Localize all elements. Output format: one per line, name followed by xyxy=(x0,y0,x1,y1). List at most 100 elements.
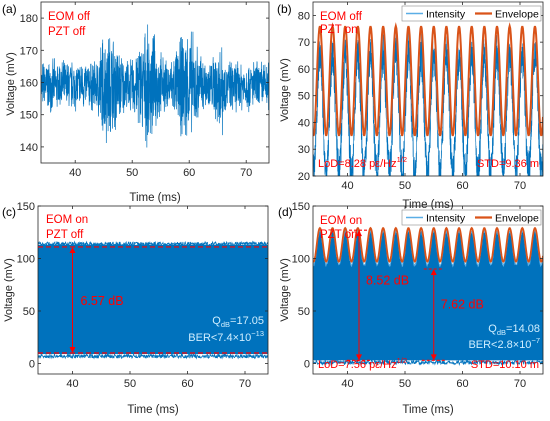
y-tick-label-d: 100 xyxy=(292,254,310,266)
annotation-eom-b: EOM off xyxy=(320,11,363,23)
y-tick-label-b: 40 xyxy=(298,117,310,129)
x-tick-label-b: 40 xyxy=(341,180,353,192)
y-tick-label-a: 170 xyxy=(20,45,38,57)
xlabel-a: Time (ms) xyxy=(129,192,180,204)
lod-b-sup: 1/2 xyxy=(397,155,407,164)
x-tick-label-b: 60 xyxy=(456,180,468,192)
ber-d: BER<2.8×10−7 xyxy=(468,336,540,351)
panel-d-plot xyxy=(313,226,543,367)
y-tick-label-c: 150 xyxy=(17,201,35,213)
xlabel-d: Time (ms) xyxy=(402,404,453,416)
x-tick-label-b: 50 xyxy=(399,180,411,192)
x-tick-label-c: 60 xyxy=(181,378,193,390)
ber-d-main: BER<2.8×10 xyxy=(468,339,531,351)
series-envelope-d xyxy=(313,226,543,263)
legend-label-envelope-b: Envelope xyxy=(495,9,539,21)
panel-b-ticks: 40 50 60 70 20 30 40 50 60 70 80 xyxy=(298,2,543,192)
y-tick-label-b: 50 xyxy=(298,91,310,103)
y-tick-label-c: 0 xyxy=(29,359,35,371)
lod-b-main: LoD=8.28 pε/Hz xyxy=(318,158,397,170)
series-band-bottom-c xyxy=(38,352,268,360)
q-d-val: =14.08 xyxy=(506,323,540,335)
std-d: STD=10.10 m xyxy=(471,359,539,371)
q-c-val: =17.05 xyxy=(230,315,264,327)
arrow-label-d: 7.62 dB xyxy=(441,298,484,312)
annotation-eom-d: EOM on xyxy=(320,215,362,227)
q-c: QdB=17.05 xyxy=(212,315,264,329)
series-intensity-b xyxy=(313,33,543,176)
annotation-eom-a: EOM off xyxy=(48,11,91,23)
ber-c-main: BER<7.4×10 xyxy=(188,332,251,344)
panel-c-overlay: 6.57 dB xyxy=(38,246,268,354)
ber-d-sup: −7 xyxy=(531,336,540,345)
panel-c-frame xyxy=(37,205,269,375)
y-tick-label-a: 160 xyxy=(20,78,38,90)
arrow-label-d: 8.52 dB xyxy=(366,274,409,288)
y-tick-label-d: 150 xyxy=(292,201,310,213)
panel-a: (a) 40 50 60 70 140 150 160 170 180 EOM off PZT … xyxy=(2,1,270,204)
x-tick-label-a: 70 xyxy=(240,167,252,179)
panel-label-d: (d) xyxy=(278,205,293,219)
panel-b-frame xyxy=(312,1,544,177)
panel-c-ticks: 40 50 60 70 0 50 100 150 xyxy=(17,201,268,390)
legend-d: Intensity Envelope xyxy=(401,209,542,226)
arrow-head-bottom-d xyxy=(356,354,362,361)
arrow-head-bottom-d xyxy=(430,354,437,361)
q-d-main: Q xyxy=(488,323,497,335)
lod-d-main: LoD=7.56 pε/Hz xyxy=(318,359,397,371)
series-intensity-d xyxy=(313,231,543,361)
panel-label-a: (a) xyxy=(2,2,17,16)
panel-a-ticks: 40 50 60 70 140 150 160 170 180 xyxy=(20,2,269,179)
x-tick-label-d: 40 xyxy=(341,378,353,390)
legend-b: Intensity Envelope xyxy=(401,5,542,22)
q-d: QdB=14.08 xyxy=(488,323,540,337)
y-tick-label-b: 60 xyxy=(298,64,310,76)
series-intensity-bottom-d xyxy=(313,358,543,367)
legend-label-intensity-d: Intensity xyxy=(426,213,466,225)
x-tick-label-d: 60 xyxy=(456,378,468,390)
panel-b-plot xyxy=(313,22,543,176)
panel-c-plot xyxy=(38,240,268,360)
ylabel-a: Voltage (mV) xyxy=(5,52,17,116)
y-tick-label-c: 100 xyxy=(17,254,35,266)
series-voltage-a xyxy=(41,24,269,148)
arrow-label-c: 6.57 dB xyxy=(81,294,124,308)
legend-label-envelope-d: Envelope xyxy=(495,213,539,225)
legend-label-intensity-b: Intensity xyxy=(426,9,466,21)
y-tick-label-a: 180 xyxy=(20,13,38,25)
x-tick-label-a: 50 xyxy=(126,167,138,179)
y-tick-label-a: 140 xyxy=(20,142,38,154)
y-tick-label-b: 70 xyxy=(298,37,310,49)
x-tick-label-c: 40 xyxy=(66,378,78,390)
x-tick-label-d: 70 xyxy=(514,378,526,390)
arrow-head-bottom-c xyxy=(69,347,76,353)
x-tick-label-b: 70 xyxy=(514,180,526,192)
panel-b: (b) 40 50 60 70 20 30 40 50 60 70 80 EOM off PZT o… xyxy=(277,1,544,211)
y-tick-label-a: 150 xyxy=(20,110,38,122)
q-c-sub: dB xyxy=(221,320,230,329)
ylabel-d: Voltage (mV) xyxy=(279,258,291,322)
panel-d-overlay: 8.52 dB 7.62 dB xyxy=(347,229,484,361)
x-tick-label-a: 60 xyxy=(183,167,195,179)
panel-label-b: (b) xyxy=(277,2,292,16)
annotation-pzt-d: PZT on xyxy=(320,229,358,241)
ylabel-b: Voltage (mV) xyxy=(279,58,291,122)
arrow-head-top-c xyxy=(69,246,76,253)
y-tick-label-d: 0 xyxy=(304,359,310,371)
lod-d: LoD=7.56 pε/Hz1/2 xyxy=(318,356,407,371)
panel-a-plot xyxy=(41,24,269,148)
q-d-sub: dB xyxy=(497,328,506,337)
legend-box-d xyxy=(401,209,542,226)
legend-box-b xyxy=(401,5,542,22)
arrow-head-top-d xyxy=(356,230,362,237)
y-tick-label-b: 80 xyxy=(298,10,310,22)
panel-d: (d) 40 50 60 70 0 50 100 150 8.52 dB 7.62 dB EOM… xyxy=(278,201,544,416)
x-tick-label-d: 50 xyxy=(399,378,411,390)
annotation-eom-c: EOM on xyxy=(46,214,88,226)
ber-c-sup: −13 xyxy=(251,329,264,338)
annotation-pzt-b: PZT on xyxy=(320,24,358,36)
panel-c: (c) 40 50 60 70 0 50 100 150 6.57 dB EOM on PZT… xyxy=(2,201,269,416)
std-b: STD=9.36 m xyxy=(477,158,539,170)
ber-c: BER<7.4×10−13 xyxy=(188,329,264,344)
